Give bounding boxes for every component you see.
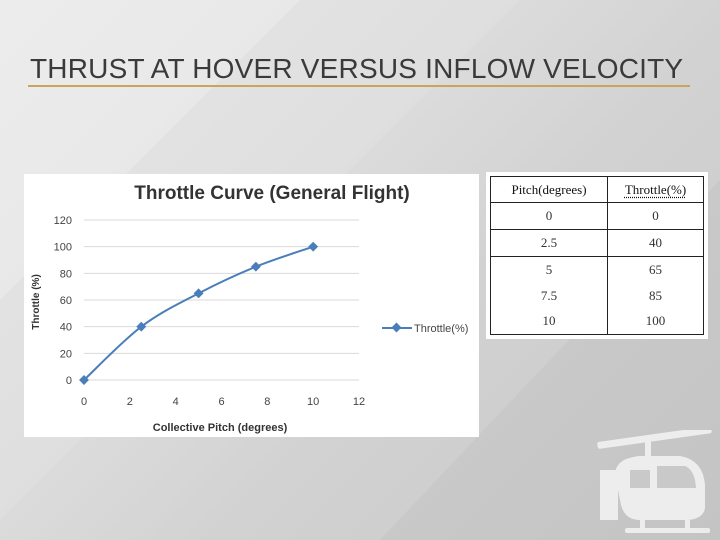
- x-tick-label: 12: [353, 396, 365, 408]
- data-point-marker: [193, 288, 204, 299]
- series-markers: [79, 241, 319, 385]
- x-axis-label: Collective Pitch (degrees): [153, 422, 288, 434]
- legend-marker-throttle: [391, 322, 402, 333]
- x-tick-label: 0: [81, 396, 87, 408]
- y-axis-ticks: 0 20 40 60 80 100 120: [54, 215, 72, 387]
- title-underline: [28, 85, 690, 87]
- x-tick-label: 8: [264, 396, 270, 408]
- data-point-marker: [136, 321, 147, 332]
- table-cell: 40: [607, 229, 704, 258]
- series-line-throttle: [83, 245, 314, 381]
- table-row: 2.5 40: [489, 229, 704, 258]
- y-tick-label: 80: [60, 268, 72, 280]
- table-cell: 7.5: [489, 282, 609, 309]
- table-cell: 65: [607, 256, 704, 283]
- helicopter-icon: [597, 430, 712, 533]
- table-cell: 85: [607, 282, 704, 309]
- x-tick-label: 10: [307, 396, 319, 408]
- chart-legend: Throttle(%): [382, 322, 468, 335]
- table-row: 10 100: [489, 308, 704, 336]
- legend-label-throttle: Throttle(%): [414, 323, 468, 335]
- table-cell: 100: [607, 308, 704, 336]
- y-tick-label: 40: [60, 322, 72, 334]
- x-tick-label: 4: [173, 396, 179, 408]
- x-axis-ticks: 0 2 4 6 8 10 12: [81, 396, 365, 408]
- throttle-curve-chart: Throttle Curve (General Flight) 02040608…: [31, 183, 468, 434]
- column-header-pitch: Pitch(degrees): [489, 176, 609, 203]
- data-table-panel: Pitch(degrees) Throttle(%) 0 0 2.5 40 5 …: [486, 172, 708, 339]
- y-tick-label: 20: [60, 348, 72, 360]
- table-row: 5 65: [489, 256, 704, 283]
- y-tick-label: 0: [66, 375, 72, 387]
- table-cell: 5: [489, 256, 609, 283]
- x-tick-label: 2: [127, 396, 133, 408]
- table-cell: 10: [489, 308, 609, 336]
- table-row: 0 0: [489, 201, 704, 231]
- y-tick-label: 100: [54, 242, 72, 254]
- chart-title: Throttle Curve (General Flight): [134, 183, 410, 204]
- table-row: 7.5 85: [489, 282, 704, 309]
- pitch-throttle-table: Pitch(degrees) Throttle(%) 0 0 2.5 40 5 …: [489, 176, 704, 336]
- y-tick-label: 120: [54, 215, 72, 227]
- table-header-row: Pitch(degrees) Throttle(%): [489, 176, 704, 203]
- chart-panel: Throttle Curve (General Flight) 0 20 40 60 8…: [24, 174, 479, 437]
- data-point-marker: [308, 241, 319, 252]
- y-tick-label: 60: [60, 295, 72, 307]
- data-point-marker: [250, 261, 261, 272]
- table-cell: 0: [489, 201, 609, 231]
- chart-gridlines: [84, 219, 359, 381]
- table-cell: 2.5: [489, 229, 609, 258]
- y-axis-label: Throttle (%): [31, 274, 42, 330]
- slide-title: THRUST AT HOVER VERSUS INFLOW VELOCITY: [30, 53, 684, 84]
- x-tick-label: 6: [218, 396, 224, 408]
- column-header-throttle: Throttle(%): [607, 176, 704, 203]
- table-cell: 0: [607, 201, 704, 231]
